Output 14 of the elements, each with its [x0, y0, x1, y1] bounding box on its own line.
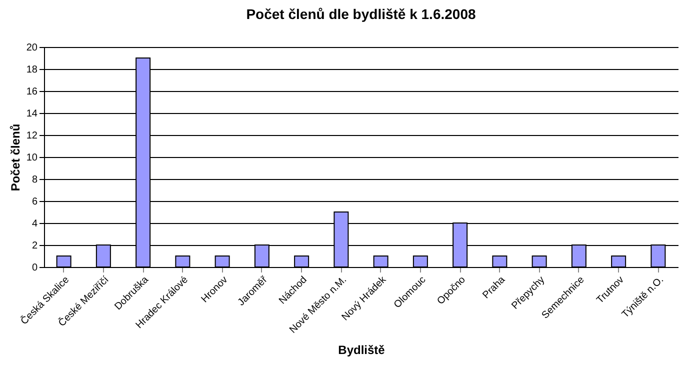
y-tick-label: 0	[32, 262, 38, 274]
y-tick-label: 14	[26, 108, 38, 120]
chart-title: Počet členů dle bydliště k 1.6.2008	[246, 6, 476, 22]
y-tick-label: 18	[26, 64, 38, 76]
y-tick-label: 2	[32, 240, 38, 252]
y-tick-label: 12	[26, 130, 38, 142]
y-tick-label: 20	[26, 42, 38, 54]
x-axis-title: Bydliště	[338, 343, 386, 358]
y-tick-label: 16	[26, 86, 38, 98]
y-axis-title: Počet členů	[8, 124, 22, 192]
y-tick-label: 6	[32, 196, 38, 208]
y-tick-label: 4	[32, 218, 38, 230]
y-tick-label: 10	[26, 152, 38, 164]
y-tick-label: 8	[32, 174, 38, 186]
